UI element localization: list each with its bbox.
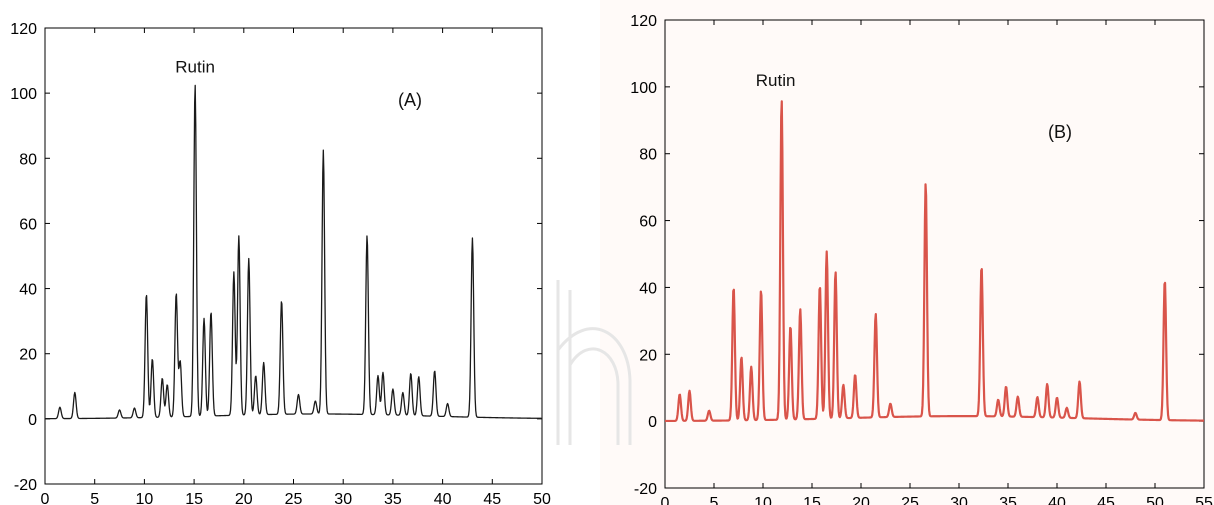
plot-frame [44, 27, 543, 485]
x-tick-label: 5 [710, 495, 719, 505]
x-tick-label: 45 [1097, 495, 1115, 505]
y-tick-label: 120 [10, 21, 37, 38]
x-tick-label: 0 [661, 495, 670, 505]
chromatogram-b: 0 5 10 15 20 25 30 35 40 45 50 55 -20 0 20 40 60 80 100 120… [600, 0, 1214, 505]
y-tick-label: 100 [630, 80, 657, 97]
y-tick-label: 40 [19, 282, 37, 299]
y-tick-label: 60 [639, 214, 657, 231]
x-tick-label: 25 [285, 491, 303, 505]
y-tick-label: 20 [19, 347, 37, 364]
y-tick-label: 80 [639, 147, 657, 164]
x-tick-label: 35 [999, 495, 1017, 505]
rutin-annotation: Rutin [756, 71, 796, 90]
y-tick-label: 0 [28, 412, 37, 429]
x-tick-label: 50 [1146, 495, 1164, 505]
panel-label: (A) [398, 90, 422, 110]
y-tick-label: 0 [648, 414, 657, 431]
watermark-shape [556, 280, 632, 445]
y-tick-label: -20 [14, 477, 37, 494]
x-tick-label: 10 [754, 495, 772, 505]
x-tick-label: 45 [483, 491, 501, 505]
y-tick-label: 20 [639, 347, 657, 364]
y-tick-label: 80 [19, 151, 37, 168]
y-tick-label: 100 [10, 86, 37, 103]
panel-label: (B) [1048, 122, 1072, 142]
y-tick-label: 60 [19, 216, 37, 233]
x-tick-label: 25 [901, 495, 919, 505]
chromatogram-trace [44, 84, 543, 420]
x-tick-label: 20 [235, 491, 253, 505]
x-tick-label: 35 [384, 491, 402, 505]
x-tick-label: 30 [334, 491, 352, 505]
y-tick-label: -20 [634, 481, 657, 498]
chromatogram-trace [664, 100, 1205, 423]
rutin-annotation: Rutin [175, 58, 215, 77]
x-tick-label: 55 [1195, 495, 1213, 505]
x-tick-label: 10 [136, 491, 154, 505]
x-tick-label: 40 [434, 491, 452, 505]
x-tick-label: 15 [803, 495, 821, 505]
x-tick-label: 30 [950, 495, 968, 505]
x-tick-label: 40 [1048, 495, 1066, 505]
chromatogram-a: 0 5 10 15 20 25 30 35 40 45 50 -20 0 20 40 60 80 100 120 Ru… [10, 21, 551, 505]
y-tick-label: 120 [630, 13, 657, 30]
x-tick-label: 15 [185, 491, 203, 505]
x-tick-label: 50 [533, 491, 551, 505]
y-tick-label: 40 [639, 280, 657, 297]
plot-frame [664, 19, 1205, 489]
x-tick-label: 20 [852, 495, 870, 505]
x-tick-label: 0 [41, 491, 50, 505]
x-tick-label: 5 [90, 491, 99, 505]
